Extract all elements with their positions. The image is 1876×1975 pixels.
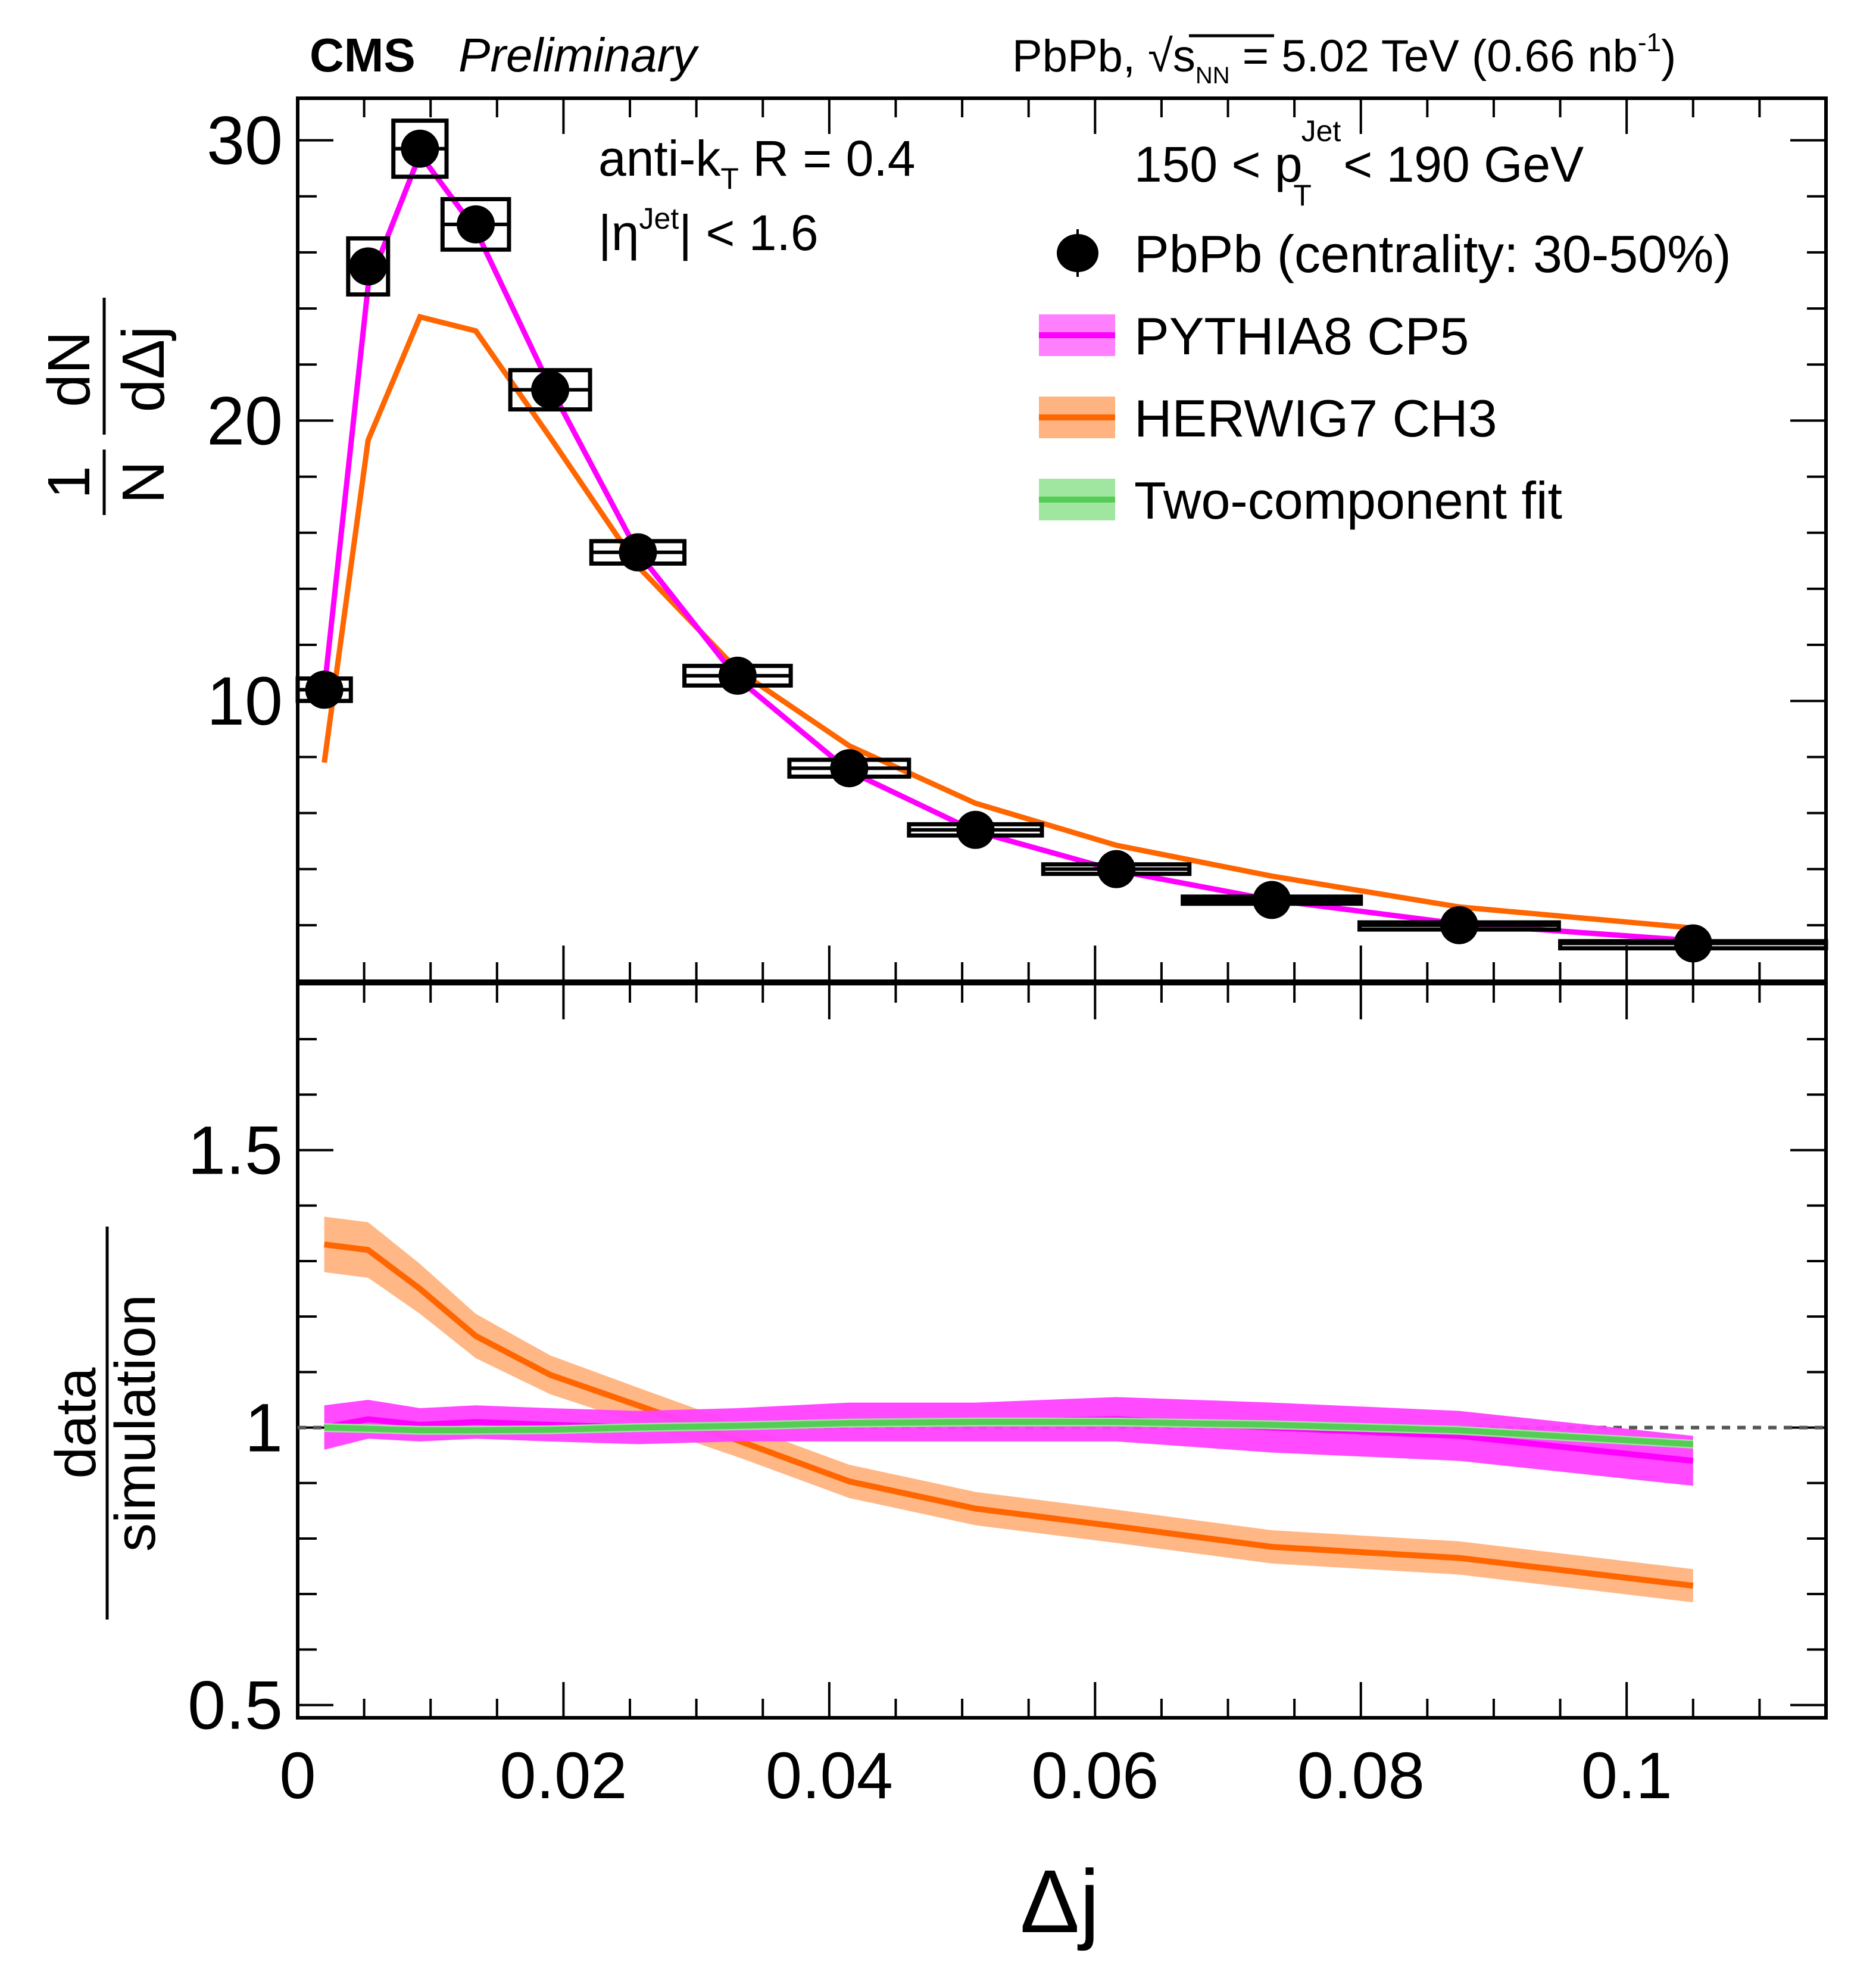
x-tick-label: 0.1 [1581,1739,1672,1812]
data-marker [830,749,869,788]
upper-panel: 10 20 30 [207,96,1828,983]
pt-range-label: 150 < pJet T < 190 GeV [1134,114,1584,212]
data-point [391,118,449,179]
legend: PbPb (centrality: 30-50%) PYTHIA8 CP5 HERW… [1039,224,1731,530]
ratio-title-den: simulation [104,1294,167,1552]
legend-label: HERWIG7 CH3 [1134,389,1497,448]
upper-frame [296,96,1828,983]
legend-entry: PbPb (centrality: 30-50%) [1057,224,1731,283]
data-marker [718,656,757,695]
lower-y-axis-title: data simulation [44,1227,167,1620]
pythia8-cp5-band [324,1397,1693,1486]
y-tick-label: 30 [207,103,283,179]
x-tick-label: 0.08 [1297,1739,1425,1812]
x-tick-label: 0.04 [766,1739,893,1812]
x-tick-label: 0.02 [500,1739,627,1812]
legend-label: Two-component fit [1134,471,1562,530]
eta-cut-label: |ηJet| < 1.6 [598,202,819,261]
y-tick-label: 0.5 [188,1668,283,1744]
ratio-title-num: data [44,1367,108,1478]
y-title-den-right: dΔj [110,326,177,413]
data-point [1041,850,1192,888]
data-point [1181,881,1363,919]
x-tick-label: 0.06 [1031,1739,1159,1812]
data-point [907,810,1044,849]
legend-line-swatch [1039,414,1115,420]
preliminary-label: Preliminary [458,29,700,82]
data-point [346,236,391,297]
legend-marker-icon [1057,234,1098,272]
legend-label: PYTHIA8 CP5 [1134,307,1469,366]
data-marker [305,670,344,709]
data-point [508,368,592,412]
data-marker [349,247,388,286]
y-tick-label: 20 [207,383,283,459]
data-point [1558,924,1828,963]
data-point [440,196,511,252]
data-marker [956,810,995,849]
y-title-num-right: dN [36,331,102,407]
data-marker [1097,850,1136,888]
data-marker [619,533,657,572]
x-tick-label: 0 [279,1739,316,1812]
data-marker [1440,906,1478,944]
legend-label: PbPb (centrality: 30-50%) [1134,224,1731,283]
legend-line-swatch [1039,332,1115,338]
y-title-den-left: N [110,461,177,504]
jet-algorithm-label: anti-kT R = 0.4 [598,130,915,195]
collision-label: PbPb, √sNN = 5.02 TeV (0.66 nb-1) [1012,28,1676,89]
legend-entry: PYTHIA8 CP5 [1039,307,1469,366]
data-point [787,749,912,788]
data-marker [1253,881,1291,919]
y-tick-label: 10 [207,663,283,740]
data-marker [531,370,570,409]
two-component-fit-ratio-line [324,1419,1694,1447]
y-tick-label: 1 [245,1390,283,1467]
data-point [295,670,353,709]
legend-entry: HERWIG7 CH3 [1039,389,1497,448]
x-axis-title: Δj [1020,1851,1100,1951]
legend-line-swatch [1039,497,1115,503]
data-marker [457,205,495,244]
legend-entry: Two-component fit [1039,471,1562,530]
lower-frame [296,982,1828,1720]
collision-info: PbPb, √sNN = 5.02 TeV (0.66 nb-1) [1012,28,1676,89]
upper-y-axis-title: 1 N dN dΔj [36,298,177,515]
lower-panel: 0 0.02 0.04 0.06 0.08 0.1 0.5 1 1.5 [188,982,1828,1812]
herwig7-ch3-band [324,1216,1693,1603]
data-point [682,656,793,695]
y-title-num-left: 1 [36,466,102,499]
data-point [589,533,687,572]
data-marker [1674,924,1712,963]
cms-label: CMS [310,29,416,82]
data-point [1357,906,1561,944]
y-tick-label: 1.5 [188,1113,283,1189]
data-marker [401,129,439,168]
